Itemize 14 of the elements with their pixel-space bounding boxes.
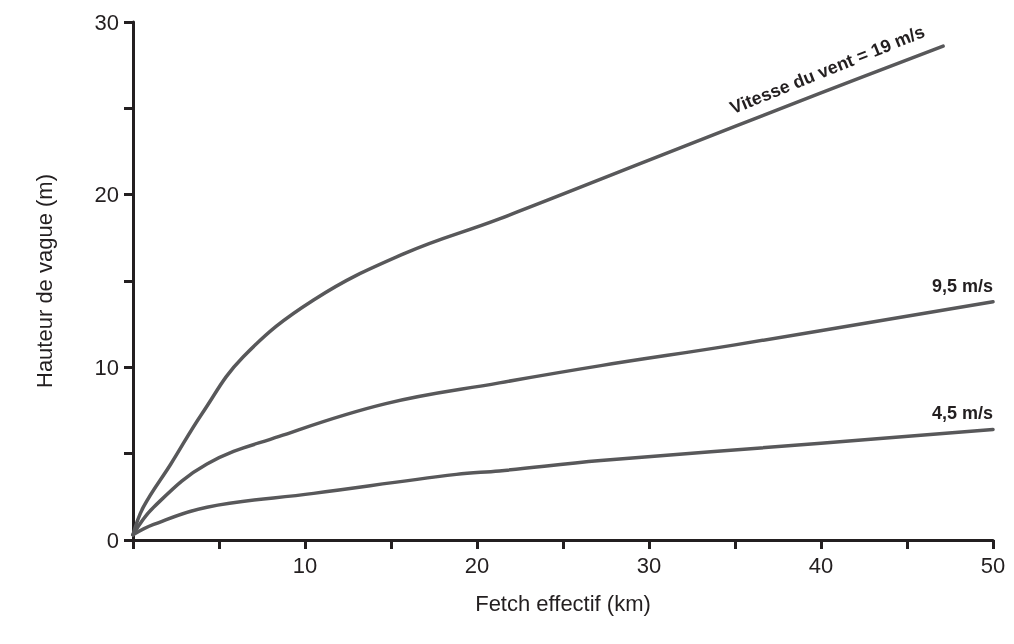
x-tick-label: 30: [636, 552, 662, 578]
text: Vitesse du vent = 19 m/s: [727, 21, 928, 118]
series-label: 4,5 m/s: [931, 403, 993, 424]
x-axis-title: Fetch effectif (km): [475, 590, 651, 616]
y-tick-label: 0: [106, 527, 119, 553]
x-tick-label: 20: [464, 552, 490, 578]
y-tick-label: 20: [94, 182, 119, 208]
y-tick-label: 10: [94, 354, 119, 380]
x-tick-label: 50: [980, 552, 1006, 578]
series-label: 9,5 m/s: [931, 275, 993, 296]
y-axis-title: Hauteur de vague (m): [31, 174, 57, 388]
y-tick-label: 30: [94, 9, 119, 35]
x-tick-label: 40: [808, 552, 834, 578]
x-tick-label: 10: [292, 552, 318, 578]
